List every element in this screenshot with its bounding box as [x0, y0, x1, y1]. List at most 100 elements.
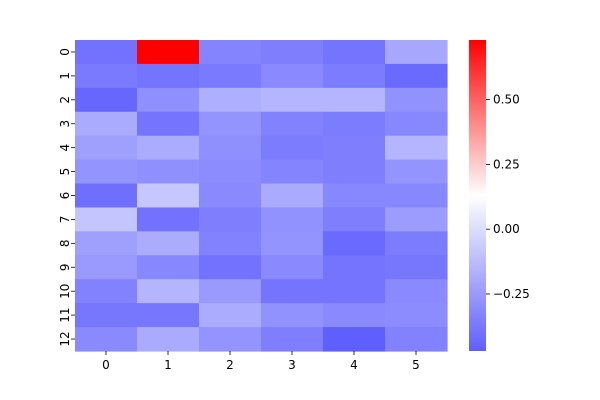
- heatmap-cell-r12-c5: [385, 327, 448, 352]
- x-tick-label: 5: [412, 358, 420, 372]
- heatmap-cell-r4-c5: [385, 135, 448, 161]
- heatmap-cell-r1-c5: [385, 63, 448, 89]
- heatmap-cell-r6-c0: [75, 183, 138, 209]
- heatmap-cell-r6-c5: [385, 183, 448, 209]
- y-tick-label: 0: [58, 48, 72, 56]
- heatmap-cell-r2-c3: [261, 87, 324, 113]
- heatmap-cell-r7-c0: [75, 207, 138, 232]
- y-tick-label: 6: [58, 192, 72, 200]
- heatmap-cell-r4-c0: [75, 135, 138, 161]
- heatmap-cell-r9-c0: [75, 255, 138, 280]
- colorbar: 0.50 0.25 0.00 −0.25: [469, 40, 530, 351]
- y-tick-label: 9: [58, 263, 72, 271]
- heatmap-cell-r6-c1: [137, 183, 200, 209]
- heatmap-cell-r0-c5: [385, 40, 448, 65]
- heatmap-cell-r7-c5: [385, 207, 448, 232]
- heatmap-cell-r9-c1: [137, 255, 200, 280]
- heatmap-cell-r7-c2: [199, 207, 262, 232]
- heatmap-cell-r11-c1: [137, 303, 200, 328]
- x-tick-label: 2: [226, 358, 234, 372]
- y-tick-label: 12: [58, 331, 72, 346]
- heatmap-cell-r12-c2: [199, 327, 262, 352]
- heatmap-cell-r3-c2: [199, 111, 262, 137]
- heatmap-cell-r1-c3: [261, 63, 324, 89]
- y-tick-label: 8: [58, 240, 72, 248]
- colorbar-tick-label: 0.25: [493, 157, 520, 171]
- heatmap-cell-r3-c4: [323, 111, 386, 137]
- heatmap-cell-r11-c2: [199, 303, 262, 328]
- heatmap-cell-r3-c1: [137, 111, 200, 137]
- heatmap-cell-r2-c0: [75, 87, 138, 113]
- heatmap-cell-r8-c2: [199, 231, 262, 256]
- heatmap-cell-r10-c0: [75, 279, 138, 304]
- heatmap-cell-r7-c4: [323, 207, 386, 232]
- heatmap-cell-r5-c0: [75, 159, 138, 185]
- y-tick-label: 4: [58, 144, 72, 152]
- heatmap-cell-r2-c5: [385, 87, 448, 113]
- heatmap-cell-r1-c0: [75, 63, 138, 89]
- heatmap-cell-r6-c3: [261, 183, 324, 209]
- heatmap-cell-r11-c0: [75, 303, 138, 328]
- y-tick-label: 3: [58, 120, 72, 128]
- colorbar-tick-label: −0.25: [493, 287, 530, 301]
- heatmap-cell-r5-c1: [137, 159, 200, 185]
- y-tick-label: 2: [58, 96, 72, 104]
- x-tick-label: 1: [164, 358, 172, 372]
- heatmap-cell-r3-c3: [261, 111, 324, 137]
- heatmap-cell-r1-c4: [323, 63, 386, 89]
- heatmap-cell-r2-c1: [137, 87, 200, 113]
- x-axis: 0 1 2 3 4 5: [102, 351, 420, 372]
- heatmap-cell-r4-c1: [137, 135, 200, 161]
- heatmap-cell-r7-c1: [137, 207, 200, 232]
- y-tick-label: 1: [58, 72, 72, 80]
- x-tick-label: 4: [350, 358, 358, 372]
- y-tick-label: 11: [58, 307, 72, 322]
- heatmap-cell-r4-c3: [261, 135, 324, 161]
- heatmap-cell-r0-c0: [75, 40, 138, 65]
- y-tick-label: 7: [58, 216, 72, 224]
- heatmap-cell-r8-c5: [385, 231, 448, 256]
- heatmap-cell-r1-c1: [137, 63, 200, 89]
- heatmap-cell-r5-c2: [199, 159, 262, 185]
- heatmap-cell-r1-c2: [199, 63, 262, 89]
- heatmap-cell-r7-c3: [261, 207, 324, 232]
- heatmap-cell-r0-c3: [261, 40, 324, 65]
- x-tick-label: 3: [288, 358, 296, 372]
- heatmap-cell-r8-c0: [75, 231, 138, 256]
- colorbar-tick-label: 0.00: [493, 222, 520, 236]
- heatmap-cell-r11-c4: [323, 303, 386, 328]
- heatmap-cell-r10-c1: [137, 279, 200, 304]
- heatmap-cell-r2-c2: [199, 87, 262, 113]
- heatmap-cell-r11-c5: [385, 303, 448, 328]
- heatmap-cell-r9-c2: [199, 255, 262, 280]
- heatmap-cell-r11-c3: [261, 303, 324, 328]
- heatmap-cell-r8-c4: [323, 231, 386, 256]
- heatmap-cell-r12-c0: [75, 327, 138, 352]
- heatmap-cell-r0-c4: [323, 40, 386, 65]
- heatmap-cell-r9-c3: [261, 255, 324, 280]
- heatmap-cell-r12-c3: [261, 327, 324, 352]
- heatmap-cell-r9-c5: [385, 255, 448, 280]
- heatmap-cell-r10-c4: [323, 279, 386, 304]
- x-tick-label: 0: [102, 358, 110, 372]
- heatmap-cell-r6-c4: [323, 183, 386, 209]
- heatmap-cell-r0-c1: [137, 40, 200, 65]
- heatmap-cell-r5-c3: [261, 159, 324, 185]
- heatmap-cell-r12-c1: [137, 327, 200, 352]
- heatmap-cell-r8-c1: [137, 231, 200, 256]
- heatmap-cell-r10-c5: [385, 279, 448, 304]
- heatmap-cell-r10-c3: [261, 279, 324, 304]
- y-tick-label: 10: [58, 284, 72, 299]
- colorbar-tick-label: 0.50: [493, 93, 520, 107]
- heatmap-cell-r5-c5: [385, 159, 448, 185]
- colorbar-gradient: [469, 40, 486, 351]
- heatmap-cell-r0-c2: [199, 40, 262, 65]
- heatmap-cell-r10-c2: [199, 279, 262, 304]
- heatmap-cell-r3-c0: [75, 111, 138, 137]
- heatmap-cell-r3-c5: [385, 111, 448, 137]
- heatmap-cell-r12-c4: [323, 327, 386, 352]
- y-tick-label: 5: [58, 168, 72, 176]
- heatmap-cell-r4-c2: [199, 135, 262, 161]
